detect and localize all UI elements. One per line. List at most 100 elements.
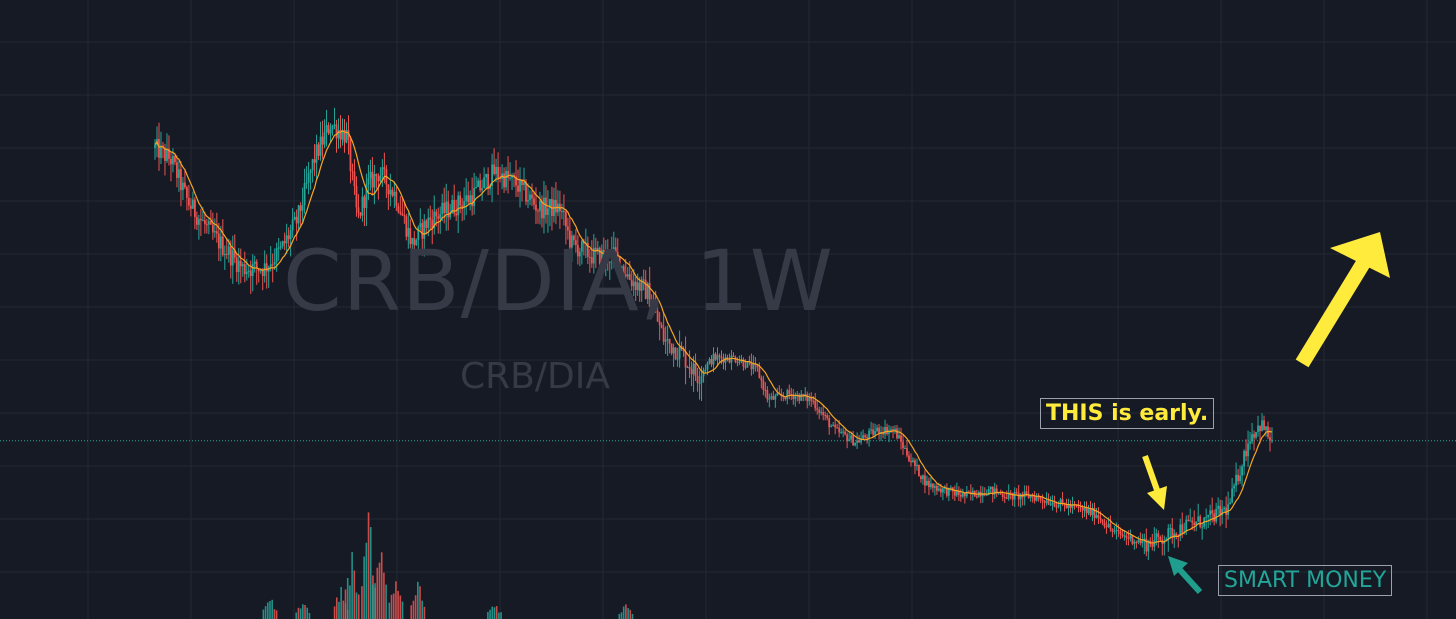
candle-body (413, 238, 416, 246)
candle-body (1055, 506, 1058, 508)
candle-body (648, 283, 651, 307)
volume-bar (367, 512, 370, 619)
volume-bar (361, 586, 363, 619)
candle-body (351, 171, 354, 173)
candle-body (720, 356, 723, 359)
volume-bar (419, 586, 421, 619)
candle-body (223, 253, 226, 256)
candle-body (999, 492, 1002, 494)
candle-body (423, 220, 426, 239)
candle-body (1089, 508, 1092, 515)
candle-body (1001, 493, 1004, 498)
volume-bar (410, 605, 413, 619)
volume-bar (306, 607, 309, 619)
candle-body (391, 189, 394, 196)
candle-body (975, 496, 978, 498)
candle-body (309, 170, 312, 174)
candle-body (1129, 535, 1132, 539)
candle-body (668, 339, 671, 344)
volume-bar (618, 613, 621, 619)
candle-body (892, 429, 894, 431)
candle-body (852, 435, 855, 446)
candle-body (411, 238, 414, 245)
candle-body (1199, 516, 1202, 527)
annotation-arrows (1142, 232, 1390, 595)
candle-body (503, 173, 505, 188)
volume-bar (392, 593, 395, 619)
candle-body (1037, 496, 1040, 498)
candle-body (888, 430, 890, 434)
candle-body (253, 261, 256, 264)
moving-average-line (154, 130, 1273, 544)
volume-bar (304, 605, 306, 619)
volume-bar (275, 610, 278, 619)
candle-body (305, 182, 308, 184)
volume-bar (399, 595, 402, 619)
candle-body (1225, 507, 1228, 515)
candle-body (507, 171, 509, 179)
volume-bar (363, 556, 365, 619)
candle-body (178, 169, 180, 178)
candle-body (245, 271, 248, 275)
candle-body (918, 464, 920, 477)
volume-bar (500, 612, 502, 619)
candle-body (656, 310, 659, 322)
candle-body (866, 437, 868, 439)
candle-body (963, 492, 966, 497)
candle-body (233, 250, 236, 258)
candle-body (180, 169, 182, 191)
candle-body (287, 235, 290, 240)
candle-body (363, 196, 366, 208)
smart-money-label[interactable]: SMART MONEY (1218, 565, 1393, 596)
volume-bar (423, 606, 426, 619)
candle-body (403, 215, 406, 217)
candle-body (191, 199, 194, 209)
candle-body (862, 435, 864, 439)
candle-body (947, 487, 950, 496)
candle-body (395, 191, 398, 207)
candle-body (824, 415, 827, 417)
candle-body (864, 435, 866, 438)
candle-body (1255, 432, 1257, 438)
candle-body (353, 171, 356, 187)
candle-body (1185, 519, 1188, 532)
candle-body (692, 363, 695, 375)
candle-body (586, 242, 589, 257)
candle-body (367, 178, 370, 185)
candle-body (872, 429, 874, 435)
candle-body (317, 144, 320, 156)
volume-bar (299, 608, 302, 619)
volume-bar (374, 583, 376, 619)
candle-body (389, 189, 392, 195)
candle-body (957, 490, 960, 495)
candle-body (588, 256, 591, 258)
candle-body (636, 282, 639, 291)
candle-body (489, 185, 491, 190)
candle-body (1109, 523, 1112, 529)
candle-body (886, 427, 888, 434)
candle-body (598, 247, 601, 265)
candle-body (443, 202, 446, 214)
candle-body (409, 228, 412, 245)
early-note-label[interactable]: THIS is early. (1040, 398, 1215, 429)
candle-body (381, 167, 384, 176)
candle-body (555, 199, 557, 213)
candle-body (1033, 496, 1036, 501)
candle-body (1029, 495, 1032, 498)
candle-body (816, 408, 819, 410)
candle-body (650, 306, 653, 308)
candle-body (243, 264, 246, 275)
candle-body (844, 431, 847, 435)
volume-bar (342, 600, 345, 619)
candle-body (704, 369, 707, 371)
candle-body (549, 199, 551, 209)
candle-body (1249, 441, 1251, 444)
candle-body (580, 240, 583, 252)
volume-bar (344, 589, 347, 619)
candle-body (1227, 504, 1230, 515)
candle-body (1025, 491, 1028, 494)
candle-body (437, 216, 440, 219)
candle-body (1039, 496, 1042, 500)
